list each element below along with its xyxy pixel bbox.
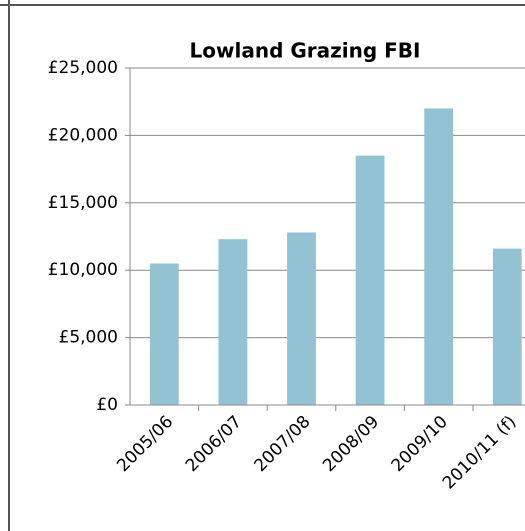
bar <box>424 108 454 405</box>
y-tick-label: £15,000 <box>48 193 118 213</box>
bar <box>287 232 316 405</box>
y-tick-label: £25,000 <box>48 58 118 78</box>
bar <box>355 155 385 405</box>
bar <box>218 239 248 405</box>
chart-title: Lowland Grazing FBI <box>190 39 421 63</box>
y-tick-label: £5,000 <box>59 328 118 348</box>
y-tick-label: £10,000 <box>48 260 118 280</box>
y-tick-label: £20,000 <box>48 125 118 145</box>
y-tick-label: £0 <box>96 395 118 415</box>
bar <box>492 248 522 405</box>
bar <box>149 263 179 405</box>
